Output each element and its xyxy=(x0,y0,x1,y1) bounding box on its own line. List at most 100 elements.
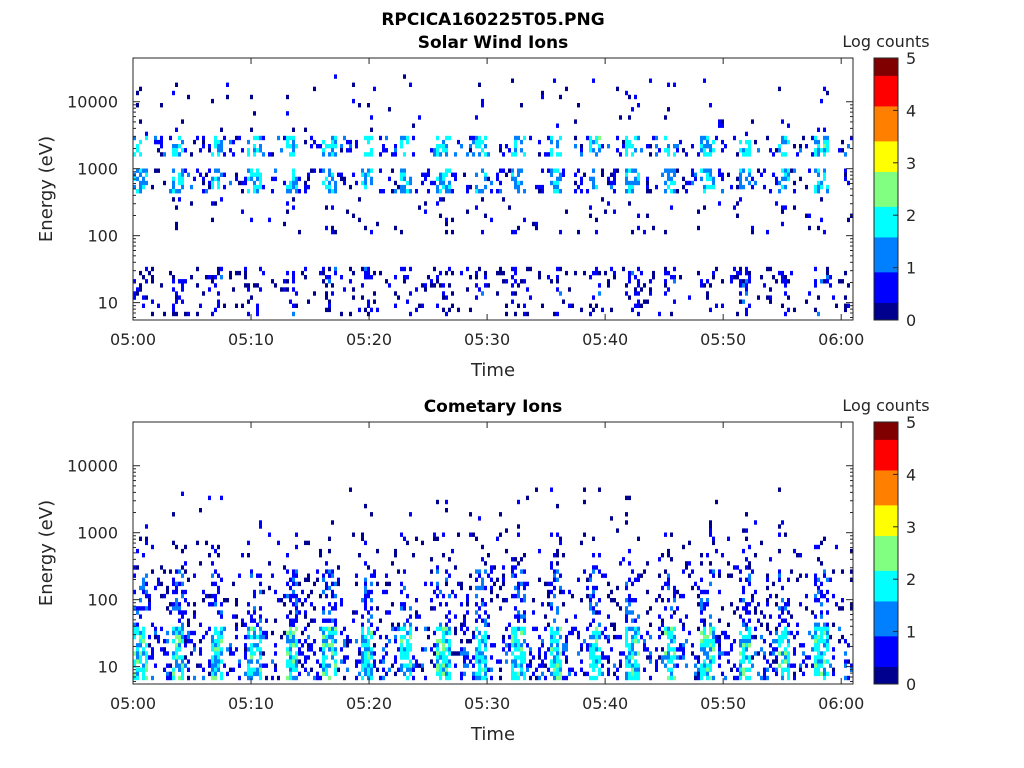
heatmap-cell xyxy=(574,180,577,186)
heatmap-cell xyxy=(151,279,154,284)
heatmap-cell xyxy=(415,189,418,194)
heatmap-cell xyxy=(256,135,259,141)
heatmap-cell xyxy=(226,671,229,677)
heatmap-cell xyxy=(817,295,820,300)
heatmap-cell xyxy=(673,675,676,681)
heatmap-cell xyxy=(475,270,478,276)
colorbar-segment xyxy=(874,531,898,536)
heatmap-cell xyxy=(637,614,640,619)
heatmap-cell xyxy=(325,626,328,632)
y-tick-label: 10 xyxy=(98,294,118,313)
heatmap-cell xyxy=(700,139,703,145)
heatmap-cell xyxy=(160,139,163,145)
heatmap-cell xyxy=(475,135,478,141)
heatmap-cell xyxy=(361,614,364,619)
heatmap-cell xyxy=(616,602,619,607)
heatmap-cell xyxy=(328,275,331,280)
heatmap-cell xyxy=(448,573,451,578)
heatmap-cell xyxy=(340,311,343,317)
heatmap-cell xyxy=(781,209,784,214)
heatmap-cell xyxy=(187,577,190,582)
heatmap-cell xyxy=(787,630,790,636)
heatmap-cell xyxy=(568,671,571,677)
heatmap-cell xyxy=(487,573,490,578)
heatmap-cell xyxy=(676,168,679,173)
heatmap-cell xyxy=(631,307,634,313)
heatmap-cell xyxy=(745,152,748,157)
heatmap-cell xyxy=(697,270,700,276)
heatmap-cell xyxy=(277,135,280,141)
heatmap-cell xyxy=(295,643,298,648)
heatmap-cell xyxy=(325,585,328,591)
heatmap-cell xyxy=(481,139,484,145)
heatmap-cell xyxy=(229,651,232,656)
heatmap-cell xyxy=(718,569,721,574)
heatmap-cell xyxy=(544,626,547,632)
heatmap-cell xyxy=(637,180,640,186)
heatmap-cell xyxy=(253,189,256,194)
heatmap-cell xyxy=(745,577,748,582)
heatmap-cell xyxy=(817,626,820,632)
heatmap-cell xyxy=(706,172,709,177)
heatmap-cell xyxy=(742,655,745,660)
heatmap-cell xyxy=(253,671,256,677)
heatmap-cell xyxy=(589,655,592,660)
heatmap-cell xyxy=(361,598,364,603)
heatmap-cell xyxy=(676,189,679,194)
heatmap-cell xyxy=(766,626,769,632)
heatmap-cell xyxy=(814,307,817,313)
heatmap-cell xyxy=(319,144,322,149)
heatmap-cell xyxy=(187,618,190,623)
heatmap-cell xyxy=(154,585,157,591)
heatmap-cell xyxy=(514,266,517,272)
heatmap-cell xyxy=(256,189,259,194)
heatmap-cell xyxy=(547,168,550,173)
heatmap-cell xyxy=(403,655,406,660)
heatmap-cell xyxy=(634,626,637,632)
heatmap-cell xyxy=(661,659,664,664)
heatmap-cell xyxy=(718,168,721,173)
heatmap-cell xyxy=(355,663,358,668)
heatmap-cell xyxy=(298,647,301,652)
heatmap-cell xyxy=(703,283,706,288)
heatmap-cell xyxy=(664,651,667,656)
heatmap-cell xyxy=(490,667,493,672)
heatmap-cell xyxy=(739,283,742,288)
heatmap-cell xyxy=(406,675,409,681)
heatmap-cell xyxy=(793,144,796,149)
heatmap-cell xyxy=(331,152,334,157)
heatmap-cell xyxy=(769,614,772,619)
heatmap-cell xyxy=(745,283,748,288)
heatmap-cell xyxy=(253,610,256,615)
heatmap-cell xyxy=(436,671,439,677)
colorbar-segment xyxy=(874,237,898,242)
heatmap-cell xyxy=(589,675,592,681)
heatmap-cell xyxy=(181,565,184,570)
heatmap-cell xyxy=(703,651,706,656)
heatmap-cell xyxy=(553,630,556,636)
heatmap-cell xyxy=(535,487,538,492)
heatmap-cell xyxy=(328,536,331,541)
heatmap-cell xyxy=(436,655,439,660)
heatmap-cell xyxy=(601,630,604,636)
heatmap-cell xyxy=(403,651,406,656)
heatmap-cell xyxy=(370,630,373,636)
heatmap-cell xyxy=(580,144,583,149)
heatmap-cell xyxy=(814,577,817,582)
heatmap-cell xyxy=(817,152,820,157)
heatmap-cell xyxy=(415,287,418,292)
heatmap-cell xyxy=(328,573,331,578)
heatmap-cell xyxy=(499,144,502,149)
heatmap-cell xyxy=(364,634,367,640)
heatmap-cell xyxy=(481,598,484,603)
heatmap-cell xyxy=(664,663,667,668)
heatmap-cell xyxy=(391,663,394,668)
heatmap-cell xyxy=(364,585,367,591)
heatmap-cell xyxy=(412,553,415,558)
heatmap-cell xyxy=(448,630,451,636)
heatmap-cell xyxy=(334,663,337,668)
heatmap-cell xyxy=(256,647,259,652)
heatmap-cell xyxy=(208,184,211,190)
heatmap-cell xyxy=(403,602,406,607)
heatmap-cell xyxy=(511,667,514,672)
